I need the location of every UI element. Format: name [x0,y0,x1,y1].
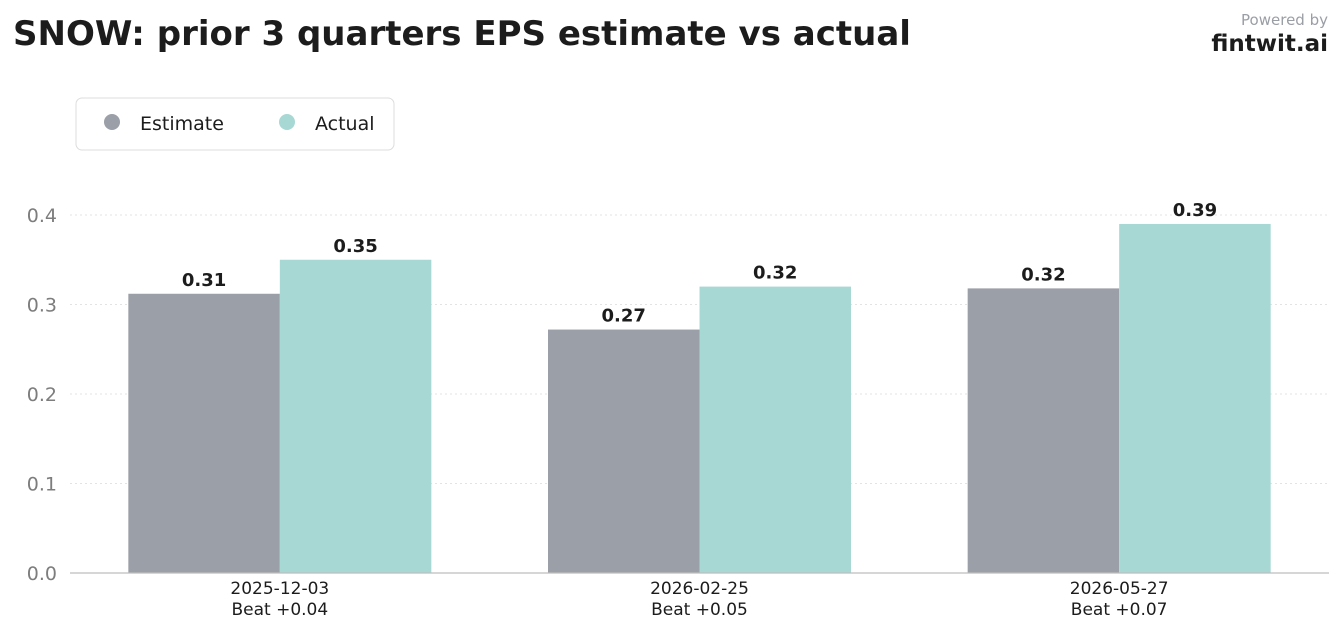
x-tick-sublabel: Beat +0.04 [231,600,328,620]
data-label-estimate: 0.32 [1021,264,1065,285]
data-label-actual: 0.39 [1173,200,1217,221]
bar-actual [279,259,432,573]
data-label-actual: 0.35 [333,236,377,257]
powered-by-label: Powered by [1241,11,1328,29]
legend-marker-estimate [104,114,120,130]
data-label-estimate: 0.27 [602,306,646,327]
x-tick-label: 2026-02-25 [650,579,749,599]
x-tick-label: 2025-12-03 [230,579,329,599]
bar-estimate [967,288,1120,573]
y-tick-label: 0.0 [27,563,57,585]
y-tick-label: 0.1 [27,474,57,496]
legend-marker-actual [279,114,295,130]
bar-estimate [128,293,280,573]
x-tick-label: 2026-05-27 [1070,579,1169,599]
y-tick-label: 0.3 [27,295,57,317]
legend-box [75,97,395,151]
x-tick-sublabel: Beat +0.05 [651,600,748,620]
data-label-estimate: 0.31 [182,270,226,291]
data-label-actual: 0.32 [753,263,797,284]
chart-title: SNOW: prior 3 quarters EPS estimate vs a… [13,14,911,54]
bar-estimate [548,329,700,573]
legend-label-actual: Actual [315,113,375,135]
y-tick-label: 0.4 [27,205,57,227]
x-tick-sublabel: Beat +0.07 [1071,600,1168,620]
legend-label-estimate: Estimate [140,113,224,135]
bar-actual [1119,223,1271,573]
bar-actual [699,286,851,573]
y-tick-label: 0.2 [27,384,57,406]
brand-logo-text: fintwit.ai [1211,31,1328,57]
